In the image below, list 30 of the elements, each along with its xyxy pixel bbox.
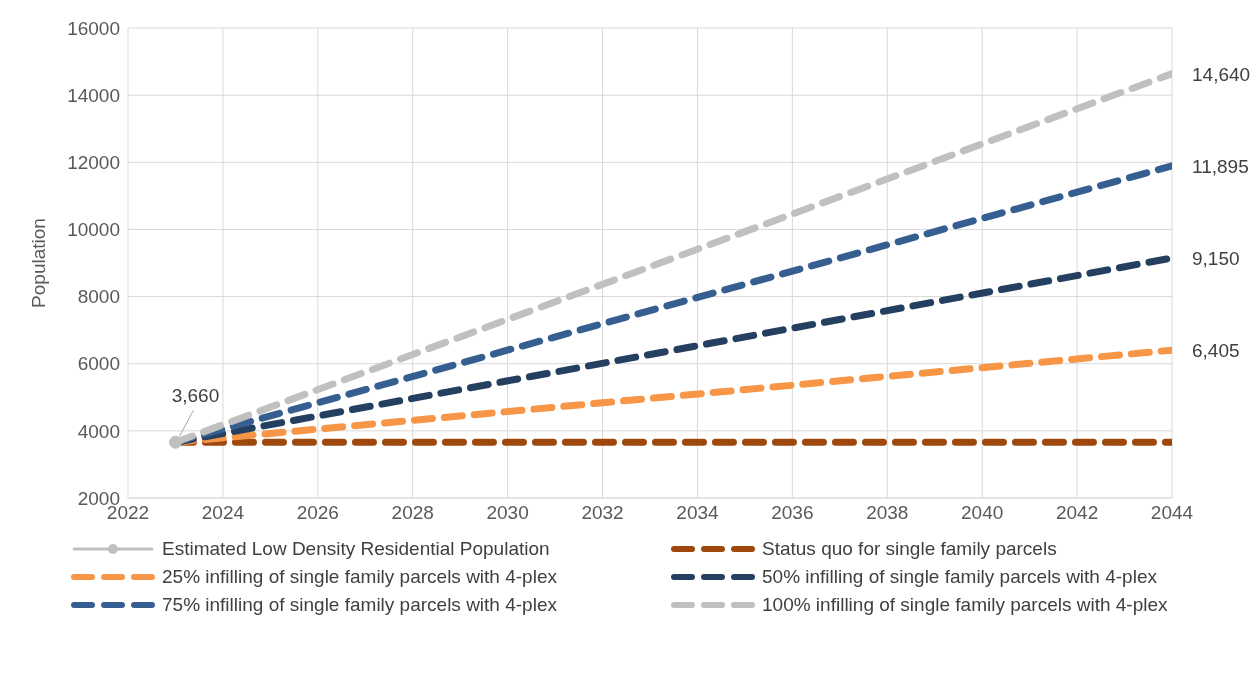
- x-tick-label: 2034: [676, 502, 720, 524]
- x-tick-label: 2044: [1150, 502, 1194, 524]
- legend-label: Estimated Low Density Residential Population: [162, 538, 550, 560]
- legend-label: 75% infilling of single family parcels with 4-plex: [162, 594, 557, 616]
- y-tick-label: 6000: [77, 353, 120, 375]
- x-tick-label: 2036: [771, 502, 814, 524]
- x-tick-label: 2024: [201, 502, 245, 524]
- y-tick-label: 16000: [67, 17, 120, 39]
- legend-label: 25% infilling of single family parcels with 4-plex: [162, 566, 557, 588]
- data-label: 14,640: [1192, 63, 1251, 85]
- y-tick-label: 4000: [77, 420, 120, 442]
- data-label: 6,405: [1192, 340, 1240, 362]
- legend-label: Status quo for single family parcels: [762, 538, 1057, 560]
- y-tick-label: 12000: [67, 152, 120, 174]
- y-tick-label: 14000: [67, 84, 120, 106]
- x-tick-label: 2026: [296, 502, 339, 524]
- y-tick-label: 10000: [67, 219, 120, 241]
- x-tick-label: 2028: [391, 502, 434, 524]
- x-tick-label: 2040: [961, 502, 1004, 524]
- x-tick-label: 2032: [581, 502, 624, 524]
- y-tick-label: 8000: [77, 286, 120, 308]
- y-axis-title: Population: [27, 218, 49, 308]
- legend-label: 50% infilling of single family parcels with 4-plex: [762, 566, 1157, 588]
- x-tick-label: 2038: [866, 502, 909, 524]
- x-tick-label: 2030: [486, 502, 529, 524]
- legend-label: 100% infilling of single family parcels with 4-plex: [762, 594, 1168, 616]
- data-label: 3,660: [171, 385, 220, 407]
- data-label: 11,895: [1192, 155, 1249, 177]
- data-label: 9,150: [1192, 247, 1240, 269]
- x-tick-label: 2042: [1055, 502, 1099, 524]
